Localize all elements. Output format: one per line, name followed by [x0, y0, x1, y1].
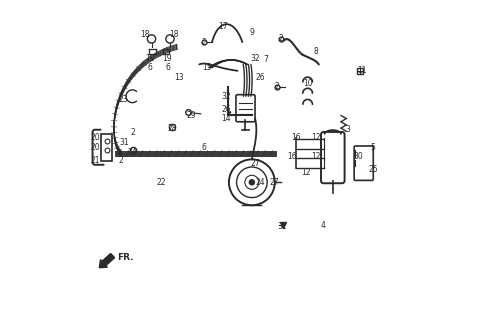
Text: 19: 19: [163, 53, 172, 62]
Text: 5: 5: [371, 143, 376, 152]
Text: 12: 12: [311, 152, 320, 161]
Text: 31: 31: [277, 222, 287, 231]
Text: 28: 28: [167, 124, 177, 132]
Text: 10: 10: [303, 79, 312, 88]
Text: 13: 13: [174, 73, 184, 82]
Text: 2: 2: [119, 156, 124, 164]
Text: 6: 6: [202, 143, 207, 152]
Text: 7: 7: [264, 55, 269, 64]
Text: 2: 2: [130, 128, 135, 137]
Text: 27: 27: [270, 178, 279, 187]
Text: 26: 26: [255, 73, 265, 82]
Text: 22: 22: [156, 178, 166, 187]
Text: 15: 15: [202, 63, 212, 72]
Text: 27: 27: [250, 159, 260, 168]
Text: 25: 25: [368, 165, 378, 174]
Text: 20: 20: [90, 143, 100, 152]
Text: 29: 29: [187, 111, 196, 120]
Text: 6: 6: [147, 63, 152, 72]
Text: 16: 16: [292, 133, 301, 142]
Text: 20: 20: [90, 133, 100, 142]
Text: 18: 18: [140, 30, 150, 39]
Text: 12: 12: [311, 133, 320, 142]
Text: 14: 14: [221, 114, 231, 123]
Text: 17: 17: [218, 22, 228, 31]
Text: 8: 8: [313, 47, 318, 56]
Text: 2: 2: [278, 35, 283, 44]
Text: 31: 31: [120, 138, 129, 147]
Text: 4: 4: [321, 221, 326, 230]
Text: 6: 6: [165, 63, 170, 72]
Text: FR.: FR.: [117, 253, 133, 262]
Text: 21: 21: [90, 156, 100, 164]
Text: 12: 12: [301, 168, 311, 177]
Text: 30: 30: [354, 152, 363, 161]
Text: 9: 9: [249, 28, 254, 37]
Text: 2: 2: [202, 38, 206, 47]
Text: 24: 24: [255, 178, 265, 187]
Text: 26: 26: [221, 105, 231, 114]
Text: 32: 32: [221, 92, 231, 101]
Text: 19: 19: [145, 53, 155, 62]
FancyArrow shape: [99, 253, 114, 268]
Text: 23: 23: [118, 95, 128, 104]
Text: 32: 32: [250, 53, 260, 62]
Circle shape: [249, 180, 254, 185]
Text: 16: 16: [287, 152, 297, 161]
Text: 2: 2: [275, 82, 280, 91]
Text: 24: 24: [128, 148, 137, 156]
Text: 11: 11: [357, 66, 367, 75]
Text: 3: 3: [345, 125, 350, 134]
Text: 18: 18: [169, 30, 179, 39]
